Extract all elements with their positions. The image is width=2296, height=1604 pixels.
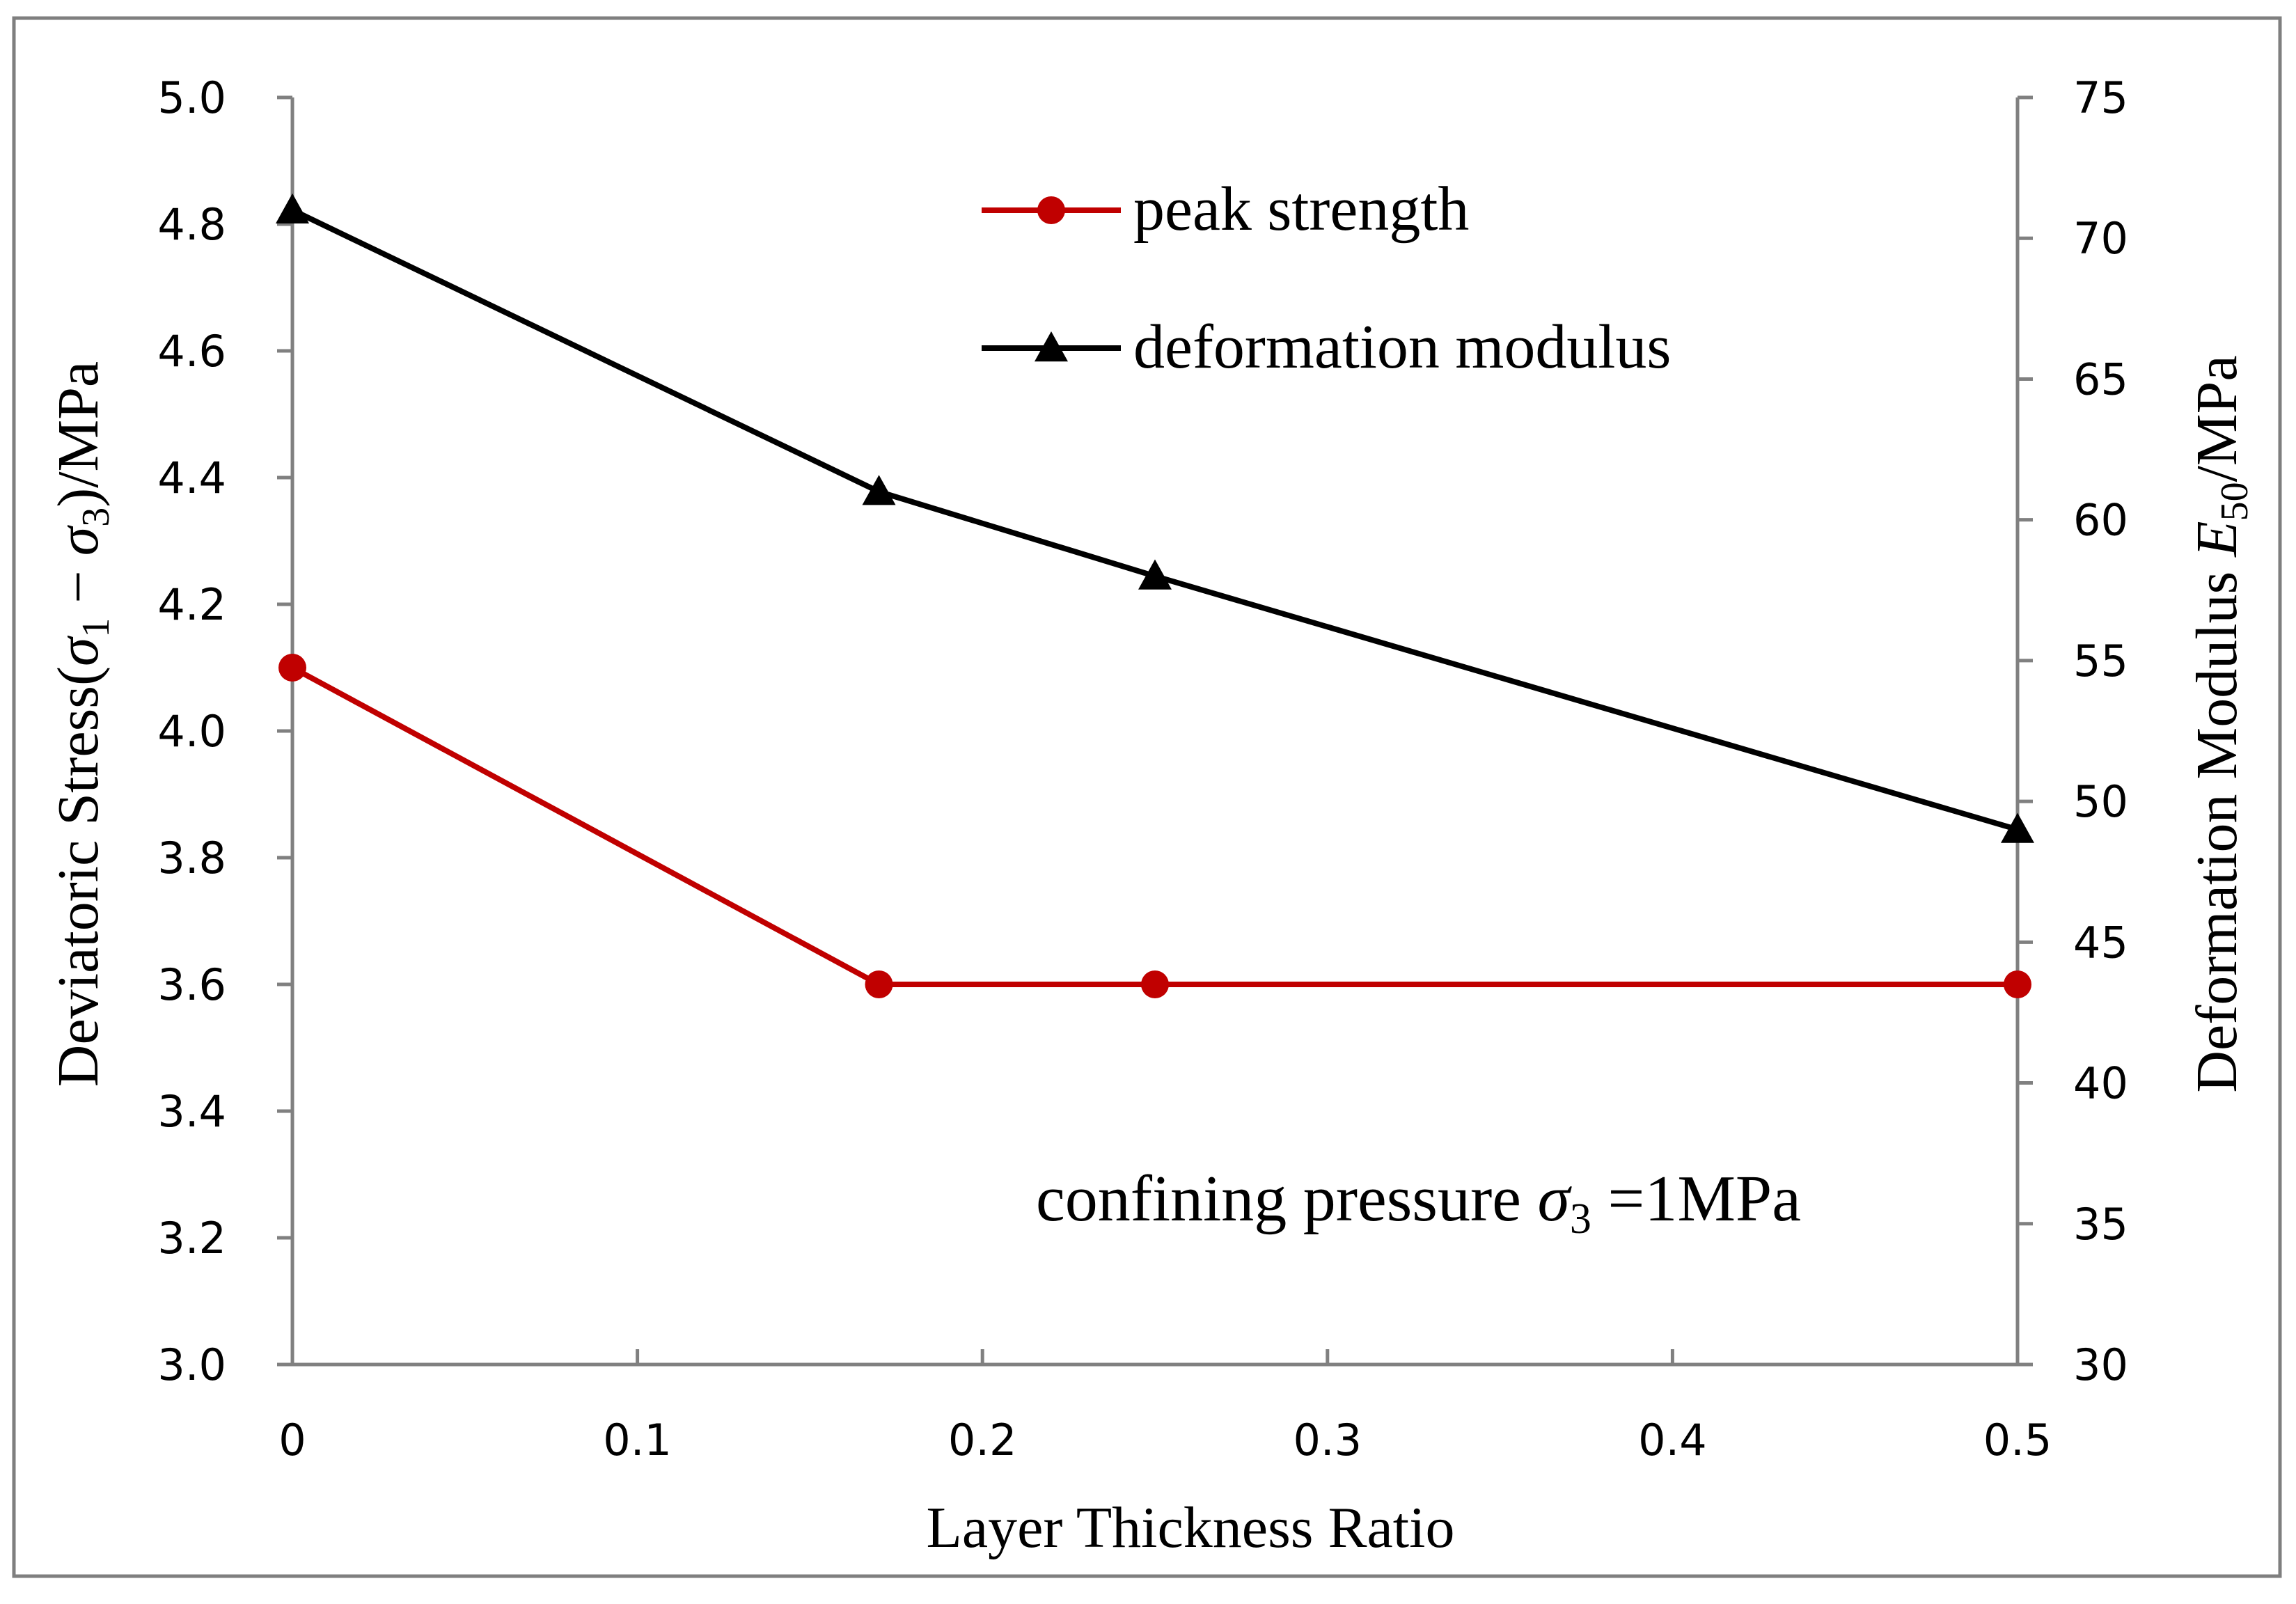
- y-left-title-sub3: 3: [74, 508, 118, 527]
- y-right-tick-label: 50: [2073, 776, 2128, 827]
- annotation-sub: 3: [1570, 1195, 1591, 1243]
- annotation-sigma: σ: [1537, 1163, 1572, 1235]
- y-right-tick-label: 65: [2073, 354, 2128, 404]
- y-left-title-sigma1: σ: [46, 635, 111, 666]
- y-left-tick-label: 3.4: [157, 1086, 226, 1137]
- y-right-tick-label: 55: [2073, 636, 2128, 686]
- y-left-title-minus: −: [46, 556, 111, 618]
- y-left-tick-label: 4.6: [157, 326, 226, 377]
- data-point-peak-strength: [1141, 970, 1169, 998]
- x-tick-label: 0: [278, 1415, 306, 1465]
- y-left-title-sigma3: σ: [46, 524, 111, 556]
- y-right-tick-label: 40: [2073, 1058, 2128, 1109]
- legend-label-deformation-modulus: deformation modulus: [1133, 313, 1671, 382]
- legend-marker-deformation-modulus: [1035, 331, 1068, 362]
- data-point-deformation-modulus: [1138, 559, 1172, 590]
- y-axis-left-title: Deviatoric Stress(σ1 − σ3)/MPa: [46, 361, 118, 1087]
- annotation-end: =1MPa: [1591, 1163, 1801, 1235]
- series-line-peak-strength: [291, 665, 2018, 987]
- legend-marker-peak-strength: [1037, 196, 1065, 224]
- y-right-tick-label: 35: [2073, 1199, 2128, 1250]
- y-left-title-sub1: 1: [74, 618, 118, 638]
- data-point-deformation-modulus: [862, 475, 896, 505]
- y-axis-right-title: Deformation Modulus E50/MPa: [2185, 355, 2256, 1092]
- y-left-tick-label: 3.8: [157, 833, 226, 883]
- confining-pressure-annotation: confining pressure σ3 =1MPa: [1036, 1163, 1801, 1243]
- y-right-tick-label: 60: [2073, 495, 2128, 546]
- y-left-tick-label: 3.0: [157, 1339, 226, 1390]
- x-axis-title: Layer Thickness Ratio: [927, 1495, 1455, 1560]
- ticks: 3.03.23.43.63.84.04.24.44.64.85.03035404…: [157, 72, 2128, 1465]
- y-left-tick-label: 4.0: [157, 706, 226, 757]
- y-right-title-e: E: [2185, 521, 2249, 557]
- y-right-title-end: /MPa: [2185, 355, 2249, 482]
- legend: peak strength deformation modulus: [982, 175, 1671, 382]
- data-point-deformation-modulus: [276, 193, 309, 223]
- y-right-tick-label: 45: [2073, 917, 2128, 968]
- y-right-tick-label: 30: [2073, 1339, 2128, 1390]
- data-point-deformation-modulus: [2001, 812, 2034, 843]
- data-point-peak-strength: [865, 970, 893, 998]
- data-point-peak-strength: [278, 654, 306, 682]
- chart-frame: [12, 16, 2282, 1578]
- x-tick-label: 0.4: [1638, 1415, 1707, 1465]
- y-right-tick-label: 70: [2073, 213, 2128, 264]
- legend-marker-shape: [1035, 331, 1068, 362]
- series-peak-strength: [278, 654, 2031, 998]
- x-tick-label: 0.5: [1983, 1415, 2052, 1465]
- y-left-tick-label: 4.8: [157, 199, 226, 250]
- x-tick-label: 0.2: [948, 1415, 1017, 1465]
- annotation-main: confining pressure: [1036, 1163, 1537, 1235]
- series: [276, 193, 2034, 998]
- legend-marker-shape: [1037, 196, 1065, 224]
- legend-label-peak-strength: peak strength: [1133, 175, 1469, 244]
- y-left-title-main: Deviatoric Stress(: [46, 666, 111, 1087]
- series-deformation-modulus: [276, 193, 2034, 843]
- y-left-tick-label: 3.2: [157, 1213, 226, 1264]
- series-line-deformation-modulus: [291, 207, 2019, 833]
- y-left-tick-label: 4.4: [157, 453, 226, 503]
- y-left-tick-label: 5.0: [157, 72, 226, 123]
- y-left-tick-label: 3.6: [157, 959, 226, 1010]
- x-tick-label: 0.1: [603, 1415, 672, 1465]
- y-right-title-main: Deformation Modulus: [2185, 557, 2249, 1093]
- y-left-tick-label: 4.2: [157, 579, 226, 630]
- y-left-title-end: )/MPa: [46, 361, 111, 508]
- data-point-peak-strength: [2004, 970, 2031, 998]
- x-tick-label: 0.3: [1293, 1415, 1362, 1465]
- y-right-tick-label: 75: [2073, 72, 2128, 123]
- y-right-title-sub: 50: [2213, 482, 2256, 521]
